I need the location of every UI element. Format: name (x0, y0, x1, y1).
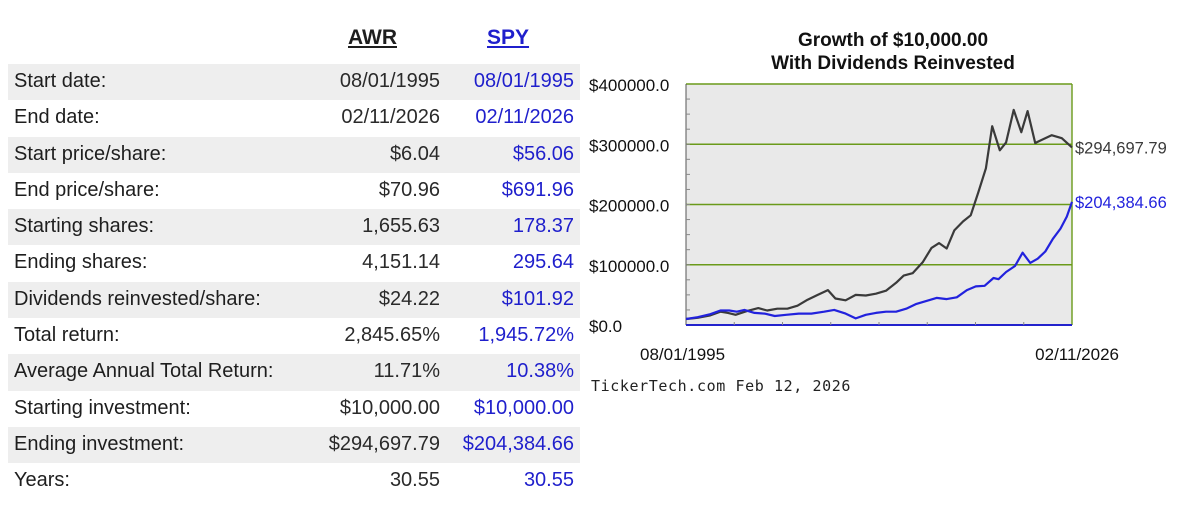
value-spy: 178.37 (512, 215, 574, 238)
table-row: Start price/share: $6.04 $56.06 (8, 136, 580, 173)
value-spy: $10,000.00 (473, 396, 574, 419)
x-tick-label: 02/11/2026 (1035, 345, 1119, 364)
comparison-table: AWR SPY Start date: 08/01/1995 08/01/199… (8, 24, 580, 500)
ticker-link-awr[interactable]: AWR (348, 26, 397, 49)
table-row: Years: 30.55 30.55 (8, 463, 580, 499)
value-awr: $294,697.79 (328, 432, 440, 455)
y-tick-label: $300000.0 (589, 136, 669, 155)
growth-chart: Growth of $10,000.00 With Dividends Rein… (589, 30, 1167, 395)
value-awr: 2,845.65% (344, 324, 440, 347)
value-spy: $56.06 (512, 142, 574, 165)
series-line-awr (685, 108, 1073, 321)
row-label: End price/share: (14, 178, 160, 201)
y-tick-label: $400000.0 (589, 76, 669, 95)
row-label: Years: (14, 469, 70, 492)
row-label: Ending investment: (14, 432, 185, 455)
value-awr: 30.55 (389, 469, 440, 492)
value-awr: $10,000.00 (339, 396, 440, 419)
series-lines (685, 108, 1074, 321)
value-spy: 08/01/1995 (473, 70, 574, 92)
axis-ticks (686, 98, 1025, 325)
chart-subtitle: With Dividends Reinvested (771, 53, 1015, 74)
value-spy: 10.38% (506, 360, 574, 383)
table-header: AWR SPY (8, 24, 580, 64)
table-row: Ending investment: $294,697.79 $204,384.… (8, 426, 580, 464)
value-spy: $691.96 (501, 178, 574, 201)
value-awr: 08/01/1995 (339, 70, 440, 92)
table-row: Dividends reinvested/share: $24.22 $101.… (8, 281, 580, 319)
axis-labels: $400000.0 $300000.0 $200000.0 $100000.0 $0.0… (589, 76, 1167, 364)
table-row: Ending shares: 4,151.14 295.64 (8, 245, 580, 281)
table-row: Average Annual Total Return: 11.71% 10.3… (8, 354, 580, 391)
value-awr: 1,655.63 (362, 215, 440, 238)
gridlines (685, 83, 1073, 326)
table-row: Starting shares: 1,655.63 178.37 (8, 209, 580, 246)
ticker-link-spy[interactable]: SPY (487, 26, 530, 49)
y-tick-label: $0.0 (589, 317, 622, 336)
table-row: End date: 02/11/2026 02/11/2026 (8, 100, 580, 136)
chart-title: Growth of $10,000.00 (798, 30, 988, 51)
value-spy: 1,945.72% (478, 324, 574, 347)
x-tick-label: 08/01/1995 (640, 345, 725, 364)
source-credit: TickerTech.com Feb 12, 2026 (591, 377, 851, 395)
value-awr: $24.22 (378, 287, 440, 310)
table-row: Start date: 08/01/1995 08/01/1995 (8, 64, 580, 101)
value-spy: 30.55 (523, 469, 574, 492)
table-row: Starting investment: $10,000.00 $10,000.… (8, 391, 580, 427)
row-label: Start date: (14, 70, 107, 92)
row-label: Starting investment: (14, 396, 191, 419)
value-awr: 11.71% (373, 360, 440, 383)
row-label: Start price/share: (14, 142, 167, 165)
value-spy: $204,384.66 (462, 432, 574, 455)
row-label: Total return: (14, 324, 120, 347)
y-tick-label: $100000.0 (589, 257, 669, 276)
series-line-spy (685, 201, 1074, 321)
value-spy: 295.64 (512, 251, 574, 274)
row-label: End date: (14, 106, 100, 129)
row-label: Average Annual Total Return: (14, 360, 274, 383)
value-awr: $6.04 (389, 142, 440, 165)
row-label: Ending shares: (14, 251, 148, 274)
row-label: Starting shares: (14, 215, 155, 238)
table-body: Start date: 08/01/1995 08/01/1995 End da… (8, 64, 580, 500)
value-awr: $70.96 (378, 178, 440, 201)
y-tick-label: $200000.0 (589, 197, 669, 216)
table-row: Total return: 2,845.65% 1,945.72% (8, 318, 580, 354)
value-spy: 02/11/2026 (475, 106, 574, 129)
value-spy: $101.92 (501, 287, 574, 310)
table-row: End price/share: $70.96 $691.96 (8, 173, 580, 209)
row-label: Dividends reinvested/share: (14, 287, 261, 310)
end-value-label-awr: $294,697.79 (1075, 139, 1167, 157)
end-value-label-spy: $204,384.66 (1075, 194, 1167, 212)
value-awr: 4,151.14 (362, 251, 440, 274)
value-awr: 02/11/2026 (341, 106, 440, 129)
